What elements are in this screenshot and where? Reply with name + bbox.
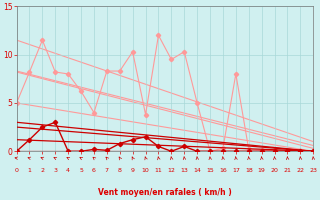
X-axis label: Vent moyen/en rafales ( km/h ): Vent moyen/en rafales ( km/h ) xyxy=(98,188,232,197)
